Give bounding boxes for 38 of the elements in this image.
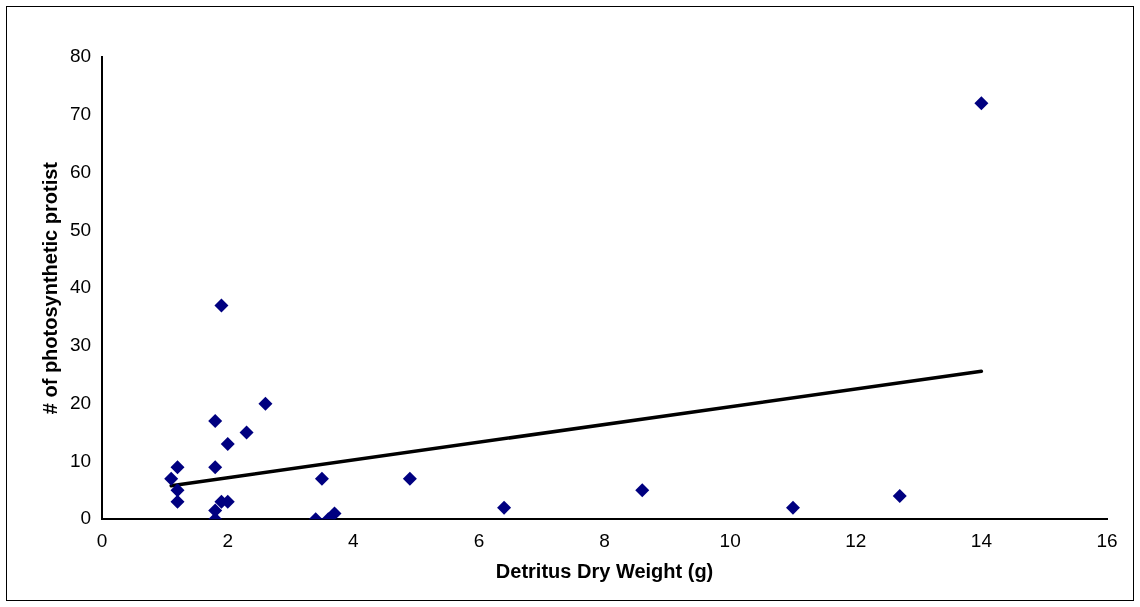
point: [208, 413, 223, 428]
y-axis-title: # of photosynthetic protist: [38, 161, 61, 415]
point: [170, 494, 185, 509]
point: [892, 489, 907, 504]
x-axis-title: Detritus Dry Weight (g): [495, 559, 714, 582]
x-tick-label: 4: [348, 529, 360, 551]
x-tick-label: 0: [96, 529, 108, 551]
y-tick-label: 10: [69, 449, 92, 471]
point: [214, 298, 229, 313]
x-tick-label: 8: [599, 529, 610, 551]
point: [239, 425, 254, 440]
x-tick-label: 12: [845, 529, 867, 551]
point: [314, 471, 329, 486]
point: [974, 96, 989, 111]
y-tick-label: 50: [69, 218, 92, 240]
x-tick-label: 10: [719, 529, 741, 551]
point: [785, 500, 800, 515]
x-tick-label: 14: [970, 529, 993, 551]
point: [635, 483, 650, 498]
point: [170, 460, 185, 475]
point: [258, 396, 273, 411]
y-tick-label: 80: [69, 45, 92, 67]
point: [164, 471, 179, 486]
y-tick-label: 60: [69, 160, 92, 182]
point: [327, 506, 342, 520]
point: [497, 500, 512, 515]
x-tick-label: 2: [222, 529, 234, 551]
x-tick-label: 16: [1096, 529, 1118, 551]
y-tick-label: 0: [80, 507, 92, 529]
point: [402, 471, 417, 486]
point: [170, 483, 185, 498]
point: [220, 437, 235, 452]
y-tick-label: 40: [69, 276, 92, 298]
y-tick-label: 70: [69, 103, 92, 125]
y-tick-label: 30: [69, 334, 92, 356]
y-tick-label: 20: [69, 391, 92, 413]
point: [208, 460, 223, 475]
x-tick-label: 6: [473, 529, 485, 551]
